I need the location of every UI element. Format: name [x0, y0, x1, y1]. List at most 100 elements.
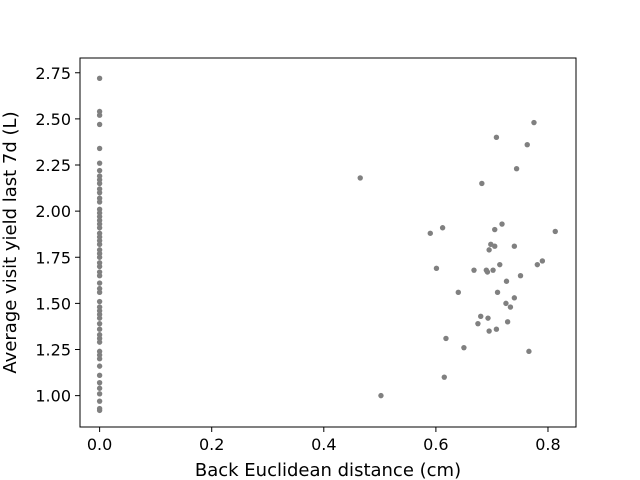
data-point — [96, 254, 103, 260]
data-point — [96, 260, 103, 266]
data-point — [96, 112, 103, 118]
data-point — [513, 166, 520, 172]
data-point — [96, 269, 103, 275]
data-point — [96, 356, 103, 362]
data-point — [96, 234, 103, 240]
data-point — [96, 210, 103, 216]
x-axis-label: Back Euclidean distance (cm) — [195, 460, 461, 480]
y-tick-label: 1.50 — [35, 294, 71, 313]
data-point — [478, 313, 484, 319]
data-point — [96, 391, 103, 397]
data-point — [427, 230, 433, 236]
data-point — [524, 142, 530, 148]
data-point — [96, 186, 103, 192]
data-point — [526, 348, 532, 355]
data-point — [494, 289, 501, 296]
data-point — [96, 189, 103, 196]
data-point — [96, 320, 103, 327]
data-point — [96, 348, 103, 355]
data-point — [96, 298, 103, 305]
plot-frame — [79, 57, 577, 428]
data-point — [96, 195, 103, 201]
data-point — [486, 247, 492, 253]
data-point — [96, 206, 103, 212]
data-point — [96, 75, 103, 81]
data-point — [479, 180, 485, 187]
data-point — [96, 230, 103, 236]
data-point — [96, 352, 103, 358]
data-point — [492, 226, 498, 233]
data-point — [534, 261, 541, 268]
data-point — [96, 308, 103, 314]
data-point — [96, 311, 103, 318]
y-tick-label: 2.25 — [35, 156, 71, 175]
data-point — [484, 269, 491, 275]
data-point — [96, 380, 103, 386]
data-point — [511, 295, 518, 301]
data-point — [471, 267, 477, 273]
y-axis: 1.00 1.25 1.50 1.75 2.00 2.25 2.50 2.75 — [35, 64, 80, 406]
data-point — [357, 175, 363, 181]
data-points — [96, 75, 558, 414]
data-point — [96, 398, 103, 404]
data-point — [96, 289, 103, 296]
data-point — [517, 273, 524, 279]
data-point — [504, 319, 511, 325]
data-point — [497, 261, 503, 268]
data-point — [96, 326, 103, 332]
data-point — [439, 225, 446, 231]
data-point — [539, 258, 546, 264]
data-point — [96, 173, 103, 179]
data-point — [96, 217, 103, 224]
data-point — [485, 315, 491, 321]
data-point — [96, 145, 103, 152]
data-point — [552, 228, 558, 235]
data-point — [499, 221, 505, 227]
data-point — [96, 221, 103, 227]
data-point — [493, 326, 500, 332]
data-point — [531, 119, 537, 126]
data-point — [507, 304, 514, 310]
data-point — [96, 237, 103, 244]
y-tick-label: 1.25 — [35, 341, 71, 360]
data-point — [441, 374, 447, 380]
y-tick-label: 2.00 — [35, 202, 71, 221]
y-tick-label: 2.50 — [35, 110, 71, 129]
x-tick-label: 0.4 — [311, 435, 336, 454]
data-point — [96, 315, 103, 321]
data-point — [96, 247, 103, 253]
y-tick-label: 1.75 — [35, 248, 71, 267]
data-point — [96, 304, 103, 310]
data-point — [486, 328, 492, 334]
data-point — [96, 332, 103, 338]
data-point — [96, 177, 103, 183]
data-point — [96, 167, 103, 174]
data-point — [96, 263, 103, 270]
data-point — [96, 363, 103, 369]
data-point — [433, 265, 440, 272]
data-point — [96, 280, 103, 286]
data-point — [378, 392, 384, 399]
data-point — [96, 335, 103, 342]
data-point — [461, 344, 467, 351]
data-point — [96, 121, 103, 128]
data-point — [493, 134, 500, 141]
data-point — [490, 267, 496, 273]
data-point — [96, 385, 103, 391]
x-tick-label: 0.2 — [199, 435, 224, 454]
y-tick-label: 1.00 — [35, 387, 71, 406]
data-point — [96, 250, 103, 257]
data-point — [443, 335, 449, 342]
data-point — [96, 199, 103, 205]
x-axis: 0.0 0.2 0.4 0.6 0.8 — [87, 427, 561, 454]
data-point — [455, 289, 462, 296]
x-tick-label: 0.0 — [87, 435, 112, 454]
data-point — [96, 213, 103, 220]
data-point — [475, 320, 481, 327]
y-tick-label: 2.75 — [35, 64, 71, 83]
data-point — [96, 407, 103, 414]
data-point — [503, 300, 509, 307]
data-point — [511, 243, 518, 249]
data-point — [96, 372, 103, 379]
